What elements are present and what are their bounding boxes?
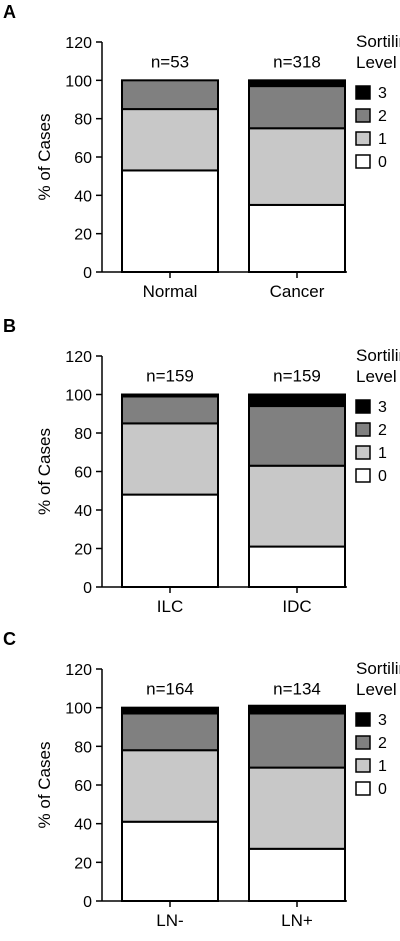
legend-label: 1 (378, 131, 387, 148)
legend-swatch-level-0 (355, 468, 371, 483)
y-axis-label: % of Cases (35, 742, 54, 829)
legend-title: Level (356, 680, 397, 699)
legend-swatch-level-3 (355, 712, 371, 727)
legend-label: 3 (378, 712, 387, 729)
bar-segment-level-1 (121, 108, 219, 172)
bar-segment-level-0 (121, 493, 219, 589)
x-tick-label: LN- (156, 911, 183, 930)
y-tick-label: 120 (65, 662, 92, 679)
y-tick-label: 0 (83, 580, 92, 597)
sample-size-label: n=159 (146, 367, 194, 386)
y-tick-label: 20 (74, 855, 92, 872)
y-tick-label: 20 (74, 542, 92, 559)
legend-label: 3 (378, 399, 387, 416)
legend-swatch-level-1 (355, 445, 371, 460)
legend-swatch-level-2 (355, 108, 371, 123)
legend-title: Sortilin (356, 346, 400, 365)
y-tick-label: 60 (74, 150, 92, 167)
bar-segment-level-0 (248, 203, 346, 274)
legend-swatch-level-3 (355, 85, 371, 100)
bar-segment-level-2 (248, 712, 346, 769)
bar-segment-level-2 (248, 85, 346, 130)
sample-size-label: n=134 (273, 680, 321, 699)
bar-segment-level-1 (121, 422, 219, 496)
y-tick-label: 120 (65, 349, 92, 366)
x-tick-label: IDC (282, 597, 311, 616)
y-tick-label: 0 (83, 894, 92, 911)
legend-label: 0 (378, 781, 387, 798)
y-tick-label: 120 (65, 35, 92, 52)
y-tick-label: 60 (74, 778, 92, 795)
x-tick-label: LN+ (281, 911, 313, 930)
legend-label: 0 (378, 154, 387, 171)
sample-size-label: n=159 (273, 367, 321, 386)
y-tick-label: 40 (74, 817, 92, 834)
legend-label: 2 (378, 108, 387, 125)
bar-segment-level-0 (121, 820, 219, 903)
legend-title: Level (356, 367, 397, 386)
y-axis-label: % of Cases (35, 114, 54, 201)
y-tick-label: 100 (65, 701, 92, 718)
bar-segment-level-1 (248, 127, 346, 206)
panel-letter: B (3, 316, 16, 336)
bar-segment-level-3 (121, 393, 219, 398)
legend-swatch-level-0 (355, 781, 371, 796)
legend-swatch-level-2 (355, 735, 371, 750)
x-tick-label: Cancer (270, 282, 325, 301)
y-tick-label: 80 (74, 426, 92, 443)
y-tick-label: 20 (74, 227, 92, 244)
y-tick-label: 80 (74, 112, 92, 129)
y-tick-label: 40 (74, 188, 92, 205)
sample-size-label: n=318 (273, 52, 321, 71)
bar-segment-level-2 (121, 395, 219, 425)
bar-segment-level-1 (121, 749, 219, 823)
legend-label: 2 (378, 422, 387, 439)
bar-segment-level-3 (248, 79, 346, 88)
legend-title: Sortilin (356, 659, 400, 678)
legend-swatch-level-0 (355, 154, 371, 169)
panel-letter: C (3, 629, 16, 649)
bar-segment-level-0 (248, 545, 346, 589)
legend-title: Sortilin (356, 32, 400, 51)
bar-segment-level-3 (248, 393, 346, 408)
x-tick-label: Normal (143, 282, 198, 301)
x-tick-label: ILC (157, 597, 183, 616)
legend-swatch-level-3 (355, 399, 371, 414)
legend-swatch-level-2 (355, 422, 371, 437)
bar-segment-level-2 (121, 79, 219, 111)
legend-label: 2 (378, 735, 387, 752)
y-tick-label: 100 (65, 388, 92, 405)
bar-segment-level-0 (248, 847, 346, 902)
legend-label: 1 (378, 758, 387, 775)
bar-segment-level-0 (121, 169, 219, 274)
bar-segment-level-2 (248, 405, 346, 467)
bar-segment-level-1 (248, 766, 346, 850)
legend-swatch-level-1 (355, 758, 371, 773)
y-tick-label: 40 (74, 503, 92, 520)
sample-size-label: n=53 (151, 52, 189, 71)
y-tick-label: 60 (74, 465, 92, 482)
bar-segment-level-2 (121, 712, 219, 752)
bar-segment-level-1 (248, 464, 346, 548)
bar-segment-level-3 (121, 706, 219, 715)
y-tick-label: 100 (65, 73, 92, 90)
sample-size-label: n=164 (146, 680, 194, 699)
y-tick-label: 80 (74, 739, 92, 756)
panel-letter: A (3, 2, 16, 22)
y-axis-label: % of Cases (35, 428, 54, 515)
bar-segment-level-3 (248, 704, 346, 715)
legend-label: 3 (378, 85, 387, 102)
legend-label: 1 (378, 445, 387, 462)
legend-label: 0 (378, 468, 387, 485)
legend-title: Level (356, 53, 397, 72)
y-tick-label: 0 (83, 265, 92, 282)
legend-swatch-level-1 (355, 131, 371, 146)
